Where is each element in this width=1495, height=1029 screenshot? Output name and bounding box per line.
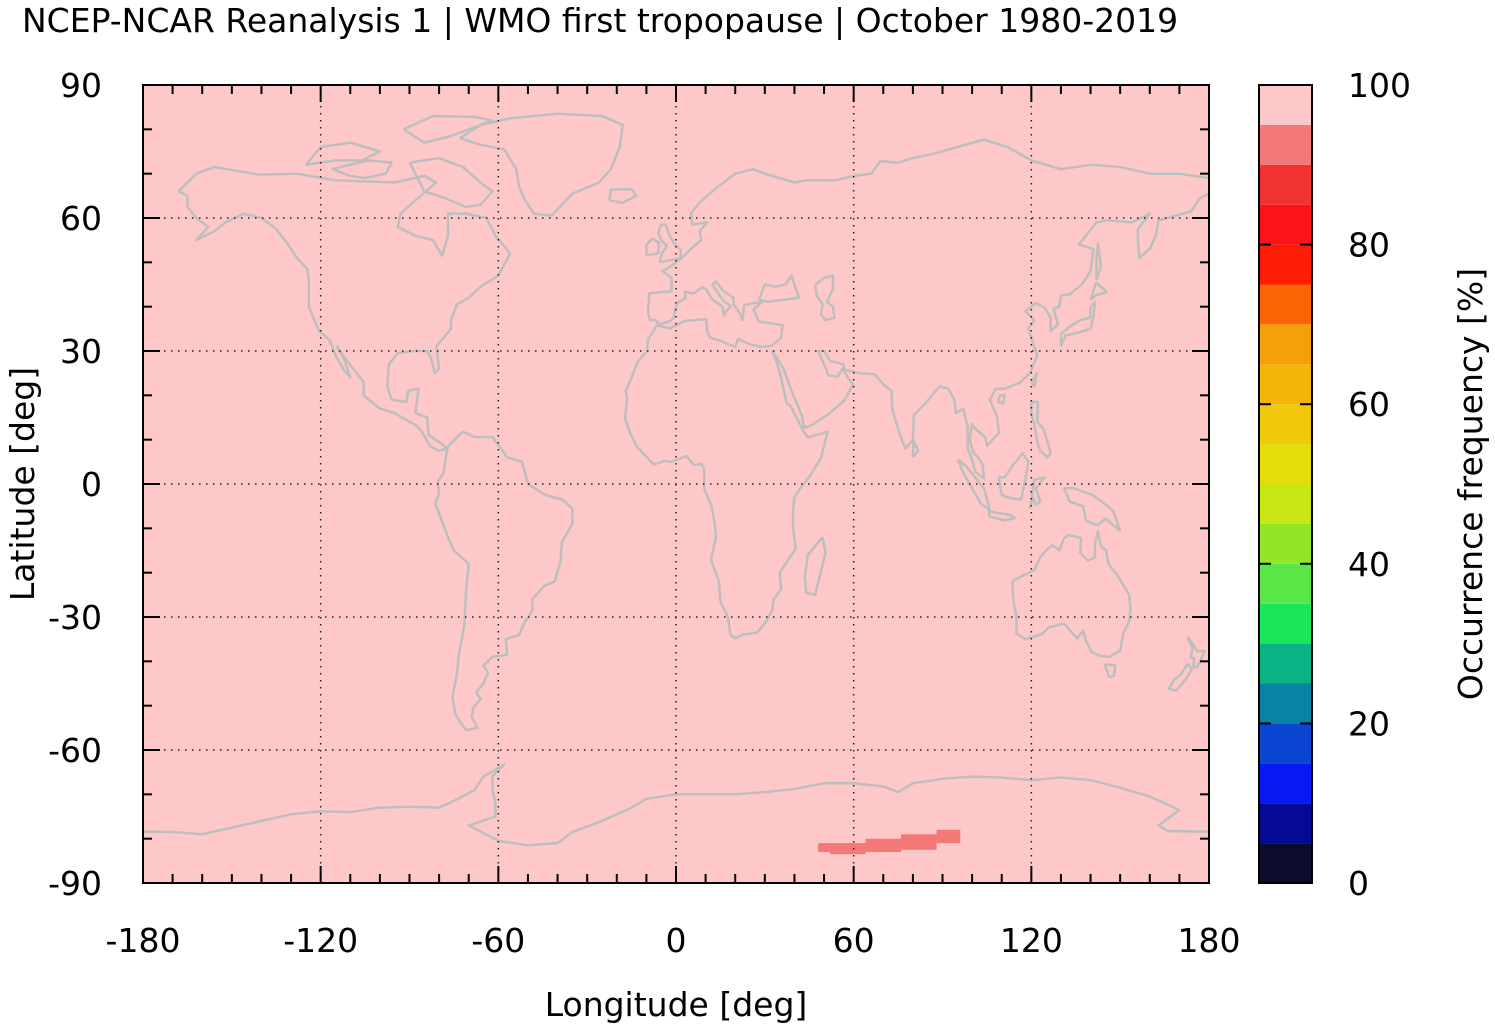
coastline-path — [813, 274, 836, 322]
coastline-path — [1028, 476, 1046, 509]
y-tick-label: -90 — [48, 864, 102, 903]
colorbar-level — [1259, 244, 1312, 285]
heatmap-anomaly-cell — [829, 843, 866, 855]
colorbar-level — [1259, 124, 1312, 165]
x-tick-label: 0 — [666, 921, 687, 960]
colorbar-tick-label: 0 — [1348, 864, 1369, 903]
colorbar-level — [1259, 404, 1312, 445]
heatmap-anomaly-cell — [865, 838, 902, 852]
colorbar-level — [1259, 723, 1312, 764]
colorbar: 0 20 40 60 80 100 — [1258, 66, 1411, 903]
colorbar-tick-label: 100 — [1348, 66, 1411, 105]
x-tick-label: -60 — [471, 921, 525, 960]
coastline-path — [987, 509, 1017, 522]
colorbar-level — [1259, 803, 1312, 844]
coastline-path — [608, 187, 638, 205]
colorbar-level — [1259, 484, 1312, 524]
coastline-path — [402, 114, 494, 144]
coastline-path — [911, 439, 920, 459]
coastline-path — [408, 156, 494, 209]
colorbar-level — [1259, 204, 1312, 245]
colorbar-level — [1259, 284, 1312, 325]
coastline-path — [1103, 663, 1117, 679]
y-tick-label: 60 — [60, 199, 102, 238]
y-tick-label: 30 — [60, 332, 102, 371]
coastline-path — [142, 763, 1210, 847]
colorbar-tick-label: 20 — [1348, 704, 1390, 743]
colorbar-level — [1259, 164, 1312, 205]
coastline-path — [1186, 636, 1206, 669]
y-tick-label: 0 — [81, 465, 102, 504]
chart-title: NCEP-NCAR Reanalysis 1 | WMO first tropo… — [22, 1, 1178, 40]
y-tick-label: 90 — [60, 66, 102, 105]
axes: -180 -120 -60 0 60 120 180 90 60 30 0 -30 -60 -90 — [48, 66, 1240, 960]
coastline-path — [1089, 281, 1109, 301]
colorbar-level — [1259, 85, 1312, 125]
heatmap-anomaly-cell — [936, 829, 961, 844]
coastline-path — [997, 451, 1030, 501]
colorbar-tick-label: 40 — [1348, 545, 1390, 584]
colorbar-level — [1259, 364, 1312, 405]
coastline-path — [177, 165, 512, 453]
colorbar-level — [1259, 444, 1312, 484]
coastline-path — [957, 458, 992, 511]
coastlines — [142, 112, 1210, 847]
y-tick-label: -30 — [48, 598, 102, 637]
coastline-path — [623, 192, 1210, 640]
colorbar-tick-label: 80 — [1348, 226, 1390, 265]
colorbar-level — [1259, 763, 1312, 804]
colorbar-label: Occurrence frequency [%] — [1451, 268, 1490, 700]
heatmap-anomaly-cell — [901, 834, 937, 850]
x-axis-label: Longitude [deg] — [545, 985, 808, 1024]
colorbar-level — [1259, 603, 1312, 644]
colorbar-level — [1259, 523, 1312, 564]
colorbar-level — [1259, 324, 1312, 365]
coastline-path — [304, 141, 382, 167]
x-tick-label: -120 — [283, 921, 358, 960]
colorbar-level — [1259, 643, 1312, 684]
x-tick-label: -180 — [106, 921, 181, 960]
colorbar-level — [1259, 683, 1312, 724]
coastline-path — [996, 394, 1006, 405]
x-tick-label: 120 — [1000, 921, 1063, 960]
y-tick-label: -60 — [48, 731, 102, 770]
coastline-path — [1062, 486, 1122, 532]
coastline-path — [331, 159, 393, 180]
coastline-path — [1167, 662, 1194, 692]
colorbar-level — [1259, 563, 1312, 604]
y-axis-label: Latitude [deg] — [3, 367, 42, 601]
coastline-path — [434, 430, 574, 732]
colorbar-tick-label: 60 — [1348, 385, 1390, 424]
coastline-path — [1030, 371, 1039, 388]
colorbar-level — [1259, 843, 1312, 883]
x-tick-label: 60 — [833, 921, 875, 960]
coastline-path — [645, 237, 661, 257]
coastline-path — [1010, 530, 1132, 659]
gridlines — [143, 85, 1209, 883]
coastline-path — [646, 138, 1210, 313]
heatmap-anomaly-cell — [818, 843, 830, 852]
coastline-path — [757, 274, 801, 304]
coastline-path — [656, 223, 683, 264]
coastline-path — [1059, 300, 1097, 348]
coastline-path — [803, 536, 827, 597]
coastline-path — [459, 112, 624, 218]
coastline-path — [1095, 242, 1103, 281]
coastline-path — [1030, 400, 1052, 459]
colorbar-frame — [1258, 84, 1313, 884]
x-tick-label: 180 — [1178, 921, 1241, 960]
